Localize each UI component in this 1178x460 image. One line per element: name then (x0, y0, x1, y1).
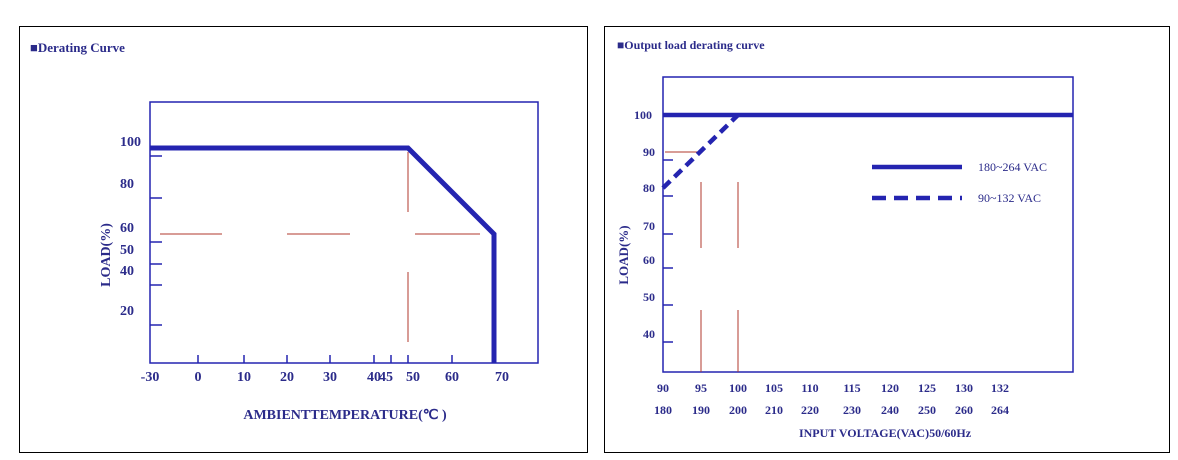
left-y-tick-label-4: 40 (120, 264, 134, 279)
right-x-tick-label-9: 132 (991, 381, 1009, 395)
right-chart-title: ■Output load derating curve (617, 38, 765, 52)
left-y-tick-label-1: 80 (120, 177, 134, 192)
left-x-tick-label-5: 40 (367, 370, 381, 385)
right-y-tick-label-5: 50 (643, 290, 655, 304)
left-plot-border (149, 101, 539, 364)
left-x-tick-label-9: 70 (495, 370, 509, 385)
right-x-tick-label-8: 130 (955, 381, 973, 395)
left-y-axis-label: LOAD(%) (99, 223, 114, 287)
right-plot-border (662, 76, 1074, 373)
right-x-tick-label2-6: 240 (881, 403, 899, 417)
left-y-tick-label-5: 20 (120, 304, 134, 319)
left-y-tick-label-0: 100 (120, 135, 141, 150)
left-x-tick-label-0: -30 (141, 370, 160, 385)
right-series-line-1 (661, 113, 740, 190)
right-x-tick-label2-9: 264 (991, 403, 1009, 417)
right-x-tick-label-0: 90 (657, 381, 669, 395)
left-chart-title: ■Derating Curve (30, 40, 125, 55)
legend-label-0: 180~264 VAC (978, 160, 1047, 174)
right-x-tick-label-1: 95 (695, 381, 707, 395)
left-x-tick-label-3: 20 (280, 370, 294, 385)
left-y-tick-label-2: 60 (120, 221, 134, 236)
left-x-tick-label-1: 0 (195, 370, 202, 385)
right-x-tick-label-6: 120 (881, 381, 899, 395)
legend-label-1: 90~132 VAC (978, 191, 1041, 205)
right-x-tick-label2-3: 210 (765, 403, 783, 417)
right-x-tick-label-5: 115 (843, 381, 860, 395)
right-y-tick-label-1: 90 (643, 145, 655, 159)
right-y-tick-label-4: 60 (643, 253, 655, 267)
right-y-tick-label-6: 40 (643, 327, 655, 341)
left-y-tick-label-3: 50 (120, 243, 134, 258)
right-y-tick-label-3: 70 (643, 219, 655, 233)
right-panel (604, 26, 1170, 453)
left-series-line-0 (150, 145, 497, 363)
right-x-tick-label2-0: 180 (654, 403, 672, 417)
right-x-tick-label-7: 125 (918, 381, 936, 395)
right-x-tick-label2-2: 200 (729, 403, 747, 417)
right-x-tick-label-2: 100 (729, 381, 747, 395)
right-x-axis-label: INPUT VOLTAGE(VAC)50/60Hz (799, 426, 972, 440)
right-y-tick-label-0: 100 (634, 108, 652, 122)
right-y-axis-label: LOAD(%) (616, 225, 631, 284)
right-y-tick-label-2: 80 (643, 181, 655, 195)
left-x-tick-label-7: 50 (406, 370, 420, 385)
left-x-tick-label-2: 10 (237, 370, 251, 385)
right-x-tick-label2-4: 220 (801, 403, 819, 417)
left-x-tick-label-8: 60 (445, 370, 459, 385)
right-x-tick-label-4: 110 (801, 381, 818, 395)
left-x-tick-label-6: 45 (379, 370, 393, 385)
right-x-tick-label2-5: 230 (843, 403, 861, 417)
right-x-tick-label2-1: 190 (692, 403, 710, 417)
right-x-tick-label2-8: 260 (955, 403, 973, 417)
right-x-tick-label-3: 105 (765, 381, 783, 395)
left-x-tick-label-4: 30 (323, 370, 337, 385)
right-x-tick-label2-7: 250 (918, 403, 936, 417)
left-x-axis-label: AMBIENTTEMPERATURE(℃ ) (243, 408, 447, 423)
